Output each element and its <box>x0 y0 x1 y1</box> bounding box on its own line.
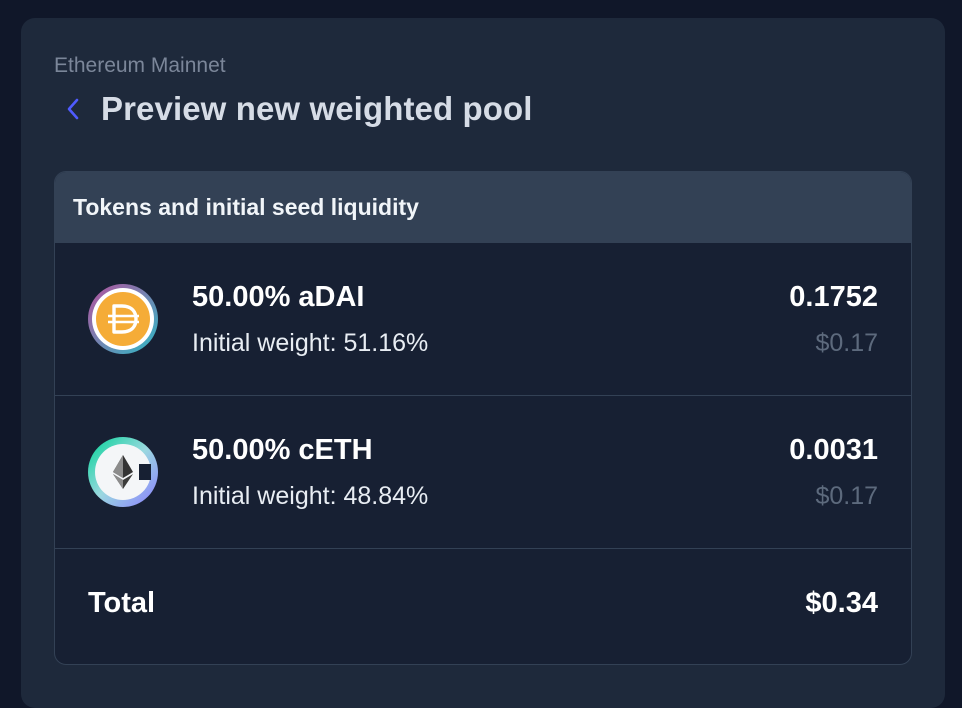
eth-icon <box>87 436 159 508</box>
card-header: Tokens and initial seed liquidity <box>55 172 911 243</box>
token-usd-value: $0.17 <box>815 482 878 510</box>
token-name: 50.00% aDAI <box>192 281 365 313</box>
page-title: Preview new weighted pool <box>101 90 533 127</box>
title-row: Preview new weighted pool <box>61 90 533 128</box>
token-amount: 0.0031 <box>789 434 878 466</box>
token-initial-weight: Initial weight: 51.16% <box>192 329 429 357</box>
total-label: Total <box>88 587 156 619</box>
seed-liquidity-card: Tokens and initial seed liquidity <box>54 171 912 665</box>
total-value: $0.34 <box>805 587 878 619</box>
back-button[interactable] <box>61 97 85 121</box>
token-initial-weight: Initial weight: 48.84% <box>192 482 429 510</box>
chevron-left-icon <box>67 98 79 120</box>
total-row: Total $0.34 <box>55 549 911 661</box>
token-row-ceth: 50.00% cETH Initial weight: 48.84% 0.003… <box>55 396 911 549</box>
card-header-title: Tokens and initial seed liquidity <box>73 194 419 220</box>
token-row-adai: 50.00% aDAI Initial weight: 51.16% 0.175… <box>55 243 911 396</box>
token-name: 50.00% cETH <box>192 434 373 466</box>
network-label: Ethereum Mainnet <box>54 54 226 77</box>
token-usd-value: $0.17 <box>815 329 878 357</box>
dai-icon <box>87 283 159 355</box>
pool-preview-panel: Ethereum Mainnet Preview new weighted po… <box>21 18 945 708</box>
token-amount: 0.1752 <box>789 281 878 313</box>
